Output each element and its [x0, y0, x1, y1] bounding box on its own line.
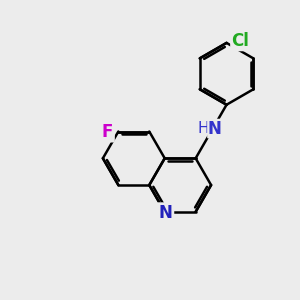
- Text: F: F: [101, 122, 113, 140]
- Text: Cl: Cl: [231, 32, 249, 50]
- Text: H: H: [197, 121, 208, 136]
- Text: N: N: [158, 204, 172, 222]
- Text: N: N: [208, 120, 222, 138]
